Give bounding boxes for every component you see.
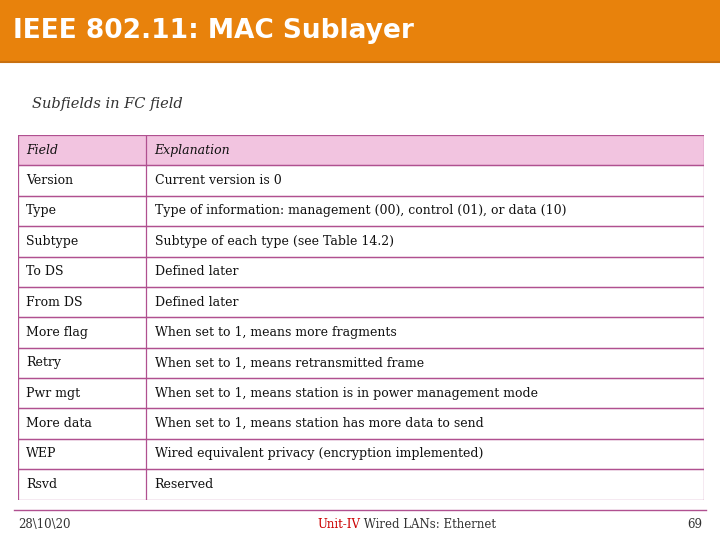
- Text: When set to 1, means retransmitted frame: When set to 1, means retransmitted frame: [155, 356, 423, 369]
- Bar: [18, 135, 704, 165]
- Bar: [18, 378, 704, 408]
- Bar: [18, 469, 704, 500]
- Text: More data: More data: [26, 417, 92, 430]
- Text: IEEE 802.11: MAC Sublayer: IEEE 802.11: MAC Sublayer: [13, 18, 414, 44]
- Text: Version: Version: [26, 174, 73, 187]
- Bar: [18, 195, 704, 226]
- Text: Subfields in FC field: Subfields in FC field: [32, 97, 183, 111]
- Text: From DS: From DS: [26, 295, 83, 308]
- Text: Explanation: Explanation: [155, 144, 230, 157]
- Text: Wired LANs: Ethernet: Wired LANs: Ethernet: [360, 518, 496, 531]
- Bar: [18, 348, 704, 378]
- Bar: [18, 287, 704, 317]
- Text: 28\10\20: 28\10\20: [18, 518, 71, 531]
- Text: Rsvd: Rsvd: [26, 478, 58, 491]
- Bar: [18, 256, 704, 287]
- Text: Retry: Retry: [26, 356, 61, 369]
- Bar: [18, 165, 704, 195]
- Text: Subtype: Subtype: [26, 235, 78, 248]
- Text: Field: Field: [26, 144, 58, 157]
- Bar: [18, 226, 704, 256]
- Text: When set to 1, means station is in power management mode: When set to 1, means station is in power…: [155, 387, 538, 400]
- Text: 69: 69: [687, 518, 702, 531]
- Text: When set to 1, means more fragments: When set to 1, means more fragments: [155, 326, 396, 339]
- Text: Wired equivalent privacy (encryption implemented): Wired equivalent privacy (encryption imp…: [155, 448, 483, 461]
- Bar: [18, 317, 704, 348]
- Text: Subtype of each type (see Table 14.2): Subtype of each type (see Table 14.2): [155, 235, 394, 248]
- Text: To DS: To DS: [26, 265, 64, 278]
- Text: WEP: WEP: [26, 448, 57, 461]
- Text: Unit-IV: Unit-IV: [317, 518, 360, 531]
- Text: Type: Type: [26, 205, 57, 218]
- Text: Defined later: Defined later: [155, 295, 238, 308]
- Text: When set to 1, means station has more data to send: When set to 1, means station has more da…: [155, 417, 483, 430]
- Text: More flag: More flag: [26, 326, 89, 339]
- Text: Pwr mgt: Pwr mgt: [26, 387, 81, 400]
- Text: Defined later: Defined later: [155, 265, 238, 278]
- Text: Current version is 0: Current version is 0: [155, 174, 282, 187]
- Bar: [18, 408, 704, 438]
- Bar: [18, 438, 704, 469]
- Text: Reserved: Reserved: [155, 478, 214, 491]
- Text: Type of information: management (00), control (01), or data (10): Type of information: management (00), co…: [155, 205, 566, 218]
